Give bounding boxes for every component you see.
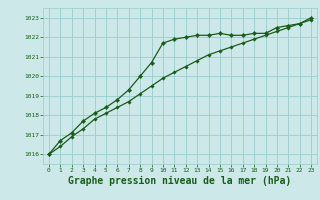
X-axis label: Graphe pression niveau de la mer (hPa): Graphe pression niveau de la mer (hPa) — [68, 176, 292, 186]
